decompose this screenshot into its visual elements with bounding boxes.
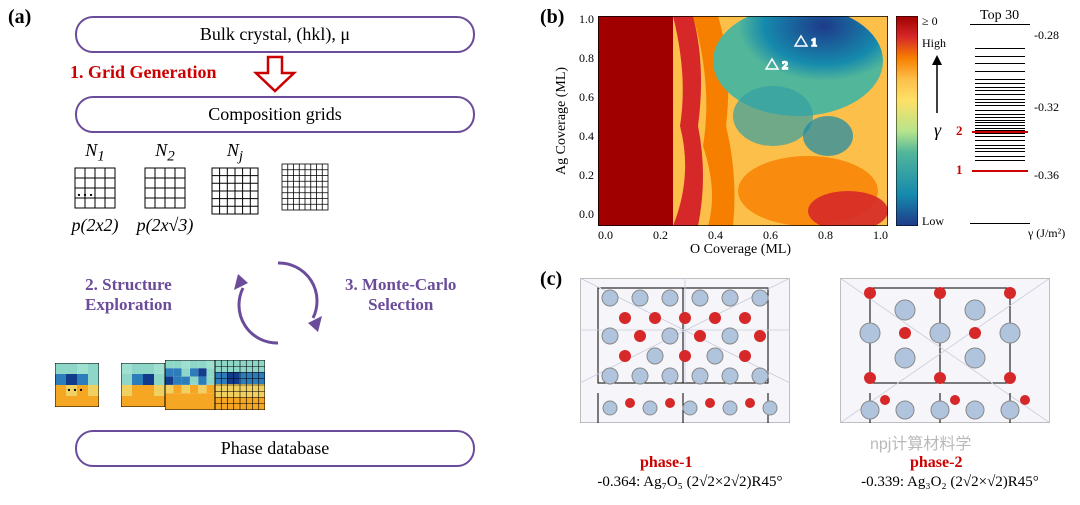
box-phase-database: Phase database — [75, 430, 475, 467]
heatmap-xlabel: O Coverage (ML) — [690, 242, 791, 258]
phase2-name: phase-2 — [910, 454, 962, 472]
mini-grid-j — [210, 166, 260, 216]
colored-grid-3 — [165, 360, 215, 410]
top30-tick-1: -0.32 — [1034, 100, 1059, 115]
heatmap-yticks: 0.00.20.40.60.81.0 — [572, 12, 594, 222]
grid-n2: N2 — [130, 140, 200, 166]
top30-tick-0: -0.28 — [1034, 28, 1059, 43]
heatmap-xticks: 0.00.20.40.60.81.0 — [598, 228, 888, 243]
phase1-structure — [580, 278, 790, 423]
contour-heatmap: 1 2 — [598, 16, 888, 226]
phase1-name: phase-1 — [640, 454, 692, 472]
grid-p2: p(2x√3) — [130, 215, 200, 236]
heatmap-ylabel: Ag Coverage (ML) — [554, 67, 570, 175]
panel-c-label: (c) — [540, 268, 562, 291]
step2-label: 2. StructureExploration — [85, 275, 172, 316]
phase1-formula: -0.364: Ag₇O₅ (2√2×2√2)R45° — [570, 474, 810, 491]
colorbar-high: High — [922, 36, 946, 51]
box-composition-grids: Composition grids — [75, 96, 475, 133]
colored-grid-2 — [121, 363, 165, 407]
grid-p1: p(2x2) — [60, 215, 130, 236]
step1-label: 1. Grid Generation — [70, 62, 217, 83]
grid-row: N1 p(2x2) N2 p(2x√3) … Nj … — [60, 140, 490, 236]
svg-text:2: 2 — [782, 58, 788, 72]
colored-grid-4 — [215, 360, 265, 410]
colorbar-arrow-icon — [930, 55, 944, 115]
colorbar-gamma: γ — [934, 120, 941, 141]
box-comp-text: Composition grids — [208, 104, 342, 124]
phase2-structure — [840, 278, 1050, 423]
box-bulk-text: Bulk crystal, (hkl), μ — [200, 24, 350, 44]
grid-nj: Nj — [200, 140, 270, 166]
mini-grid-last — [280, 162, 330, 212]
panel-b-label: (b) — [540, 6, 564, 29]
colored-dots-2: … — [55, 375, 95, 396]
step3-label: 3. Monte-CarloSelection — [345, 275, 456, 316]
colorbar — [896, 16, 918, 226]
phase2-formula: -0.339: Ag₃O₂ (2√2×√2)R45° — [830, 474, 1070, 491]
watermark: npj计算材料学 — [870, 430, 971, 454]
box-bulk-crystal: Bulk crystal, (hkl), μ — [75, 16, 475, 53]
colored-grid-row: … … — [55, 360, 495, 410]
panel-a-label: (a) — [8, 6, 31, 29]
top30-tick-2: -0.36 — [1034, 168, 1059, 183]
svg-text:1: 1 — [811, 35, 817, 49]
arrow-grid-generation — [250, 55, 300, 95]
top30-title: Top 30 — [980, 8, 1019, 24]
cycle-arrows-icon — [218, 248, 338, 358]
mini-grid-2 — [143, 166, 187, 210]
grid-dots-2: … — [60, 140, 110, 201]
top30-ylabel: γ (J/m²) — [1028, 226, 1065, 241]
colorbar-low: Low — [922, 214, 944, 229]
box-phase-text: Phase database — [221, 438, 329, 458]
colorbar-top: ≥ 0 — [922, 14, 938, 29]
top30-ladder: 21 — [970, 24, 1030, 224]
